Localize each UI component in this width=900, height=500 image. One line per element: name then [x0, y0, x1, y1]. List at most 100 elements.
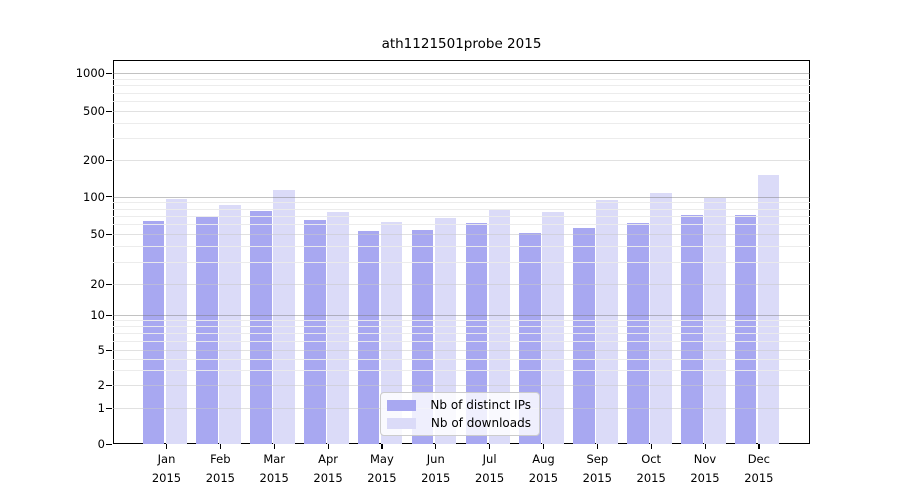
- x-tick-month: Nov: [693, 452, 717, 466]
- x-tick-year: 2015: [259, 471, 289, 485]
- y-tick-label: 1000: [75, 66, 105, 80]
- gridline: [113, 234, 810, 235]
- gridline: [113, 350, 810, 351]
- y-tick-label: 50: [90, 227, 105, 241]
- x-tick-year: 2015: [421, 471, 451, 485]
- gridline: [113, 284, 810, 285]
- x-tick-label: Jan 2015: [137, 450, 197, 488]
- x-tick: [166, 444, 168, 449]
- y-tick: [106, 314, 112, 316]
- legend-item-downloads: Nb of downloads: [387, 416, 531, 430]
- y-tick-label: 1: [97, 401, 105, 415]
- x-tick-year: 2015: [367, 471, 397, 485]
- gridline: [113, 92, 810, 94]
- x-tick: [327, 444, 329, 449]
- y-tick: [106, 196, 112, 198]
- x-tick-month: Dec: [747, 452, 770, 466]
- gridline: [113, 215, 810, 217]
- x-tick-month: Jun: [426, 452, 445, 466]
- chart-title: ath1121501probe 2015: [381, 36, 542, 52]
- gridline: [113, 246, 810, 248]
- x-tick-label: Jun 2015: [406, 450, 466, 488]
- gridline: [113, 369, 810, 371]
- bar-distinct-ips-jan: [142, 220, 164, 444]
- x-tick: [273, 444, 275, 449]
- x-tick: [381, 444, 383, 449]
- x-tick-label: May 2015: [352, 450, 412, 488]
- x-tick-label: Oct 2015: [621, 450, 681, 488]
- y-tick: [106, 384, 112, 386]
- legend-swatch-downloads: [387, 417, 416, 429]
- gridline: [113, 261, 810, 263]
- gridline: [113, 358, 810, 360]
- x-tick-month: May: [370, 452, 394, 466]
- x-tick: [489, 444, 491, 449]
- y-tick: [106, 110, 112, 112]
- bar-downloads-mar: [273, 190, 295, 444]
- y-tick-label: 2: [97, 378, 105, 392]
- bar-distinct-ips-dec: [734, 215, 757, 444]
- gridline: [113, 208, 810, 210]
- bar-downloads-sep: [596, 200, 618, 444]
- x-tick-year: 2015: [151, 471, 182, 485]
- gridline: [113, 138, 810, 140]
- y-tick: [106, 407, 112, 409]
- bar-distinct-ips-aug: [519, 232, 541, 444]
- y-tick-label: 200: [83, 153, 105, 167]
- gridline: [113, 333, 810, 334]
- gridline: [113, 320, 810, 322]
- x-tick-year: 2015: [474, 471, 505, 485]
- bar-downloads-oct: [650, 192, 672, 444]
- x-tick-year: 2015: [690, 471, 720, 485]
- y-tick: [106, 349, 112, 351]
- x-tick-year: 2015: [744, 471, 774, 485]
- bar-downloads-jun: [434, 218, 457, 444]
- bar-distinct-ips-feb: [196, 217, 218, 444]
- x-tick-label: Nov 2015: [675, 450, 735, 488]
- x-tick-month: Jan: [157, 452, 176, 466]
- bar-downloads-aug: [542, 212, 564, 444]
- y-tick-label: 10: [90, 308, 105, 322]
- x-tick-month: Jul: [482, 452, 497, 466]
- x-tick-month: Apr: [318, 452, 338, 466]
- bar-distinct-ips-apr: [304, 219, 326, 444]
- x-tick-year: 2015: [205, 471, 235, 485]
- legend-item-distinct-ips: Nb of distinct IPs: [387, 398, 531, 412]
- x-tick-label: Apr 2015: [298, 450, 358, 488]
- gridline: [113, 122, 810, 124]
- y-tick-label: 0: [97, 437, 105, 451]
- gridline: [113, 111, 810, 112]
- x-tick-label: Feb 2015: [190, 450, 250, 488]
- gridline: [113, 326, 810, 328]
- gridline: [113, 315, 810, 316]
- x-tick-month: Oct: [641, 452, 662, 466]
- x-tick: [435, 444, 437, 449]
- legend-swatch-distinct-ips: [387, 399, 416, 411]
- x-tick: [650, 444, 652, 449]
- legend-label-distinct-ips: Nb of distinct IPs: [430, 398, 531, 412]
- y-tick: [106, 72, 112, 74]
- gridline: [113, 202, 810, 204]
- x-tick-year: 2015: [636, 471, 666, 485]
- x-tick: [542, 444, 545, 449]
- bar-downloads-dec: [757, 175, 780, 444]
- gridline: [113, 160, 810, 161]
- x-tick-year: 2015: [582, 471, 612, 485]
- bar-downloads-feb: [219, 205, 241, 444]
- y-tick: [106, 233, 112, 235]
- gridline: [113, 78, 810, 80]
- x-tick: [758, 444, 760, 449]
- x-tick-month: Sep: [586, 452, 609, 466]
- x-tick: [704, 444, 706, 449]
- x-tick-month: Feb: [210, 452, 231, 466]
- bar-distinct-ips-nov: [681, 215, 703, 444]
- x-tick: [596, 444, 598, 449]
- y-tick-label: 5: [97, 343, 105, 357]
- x-tick-year: 2015: [528, 471, 559, 485]
- bar-distinct-ips-sep: [573, 227, 595, 444]
- y-tick: [106, 443, 112, 445]
- gridline: [113, 385, 810, 386]
- x-tick-label: Sep 2015: [567, 450, 627, 488]
- y-tick-label: 100: [83, 189, 105, 204]
